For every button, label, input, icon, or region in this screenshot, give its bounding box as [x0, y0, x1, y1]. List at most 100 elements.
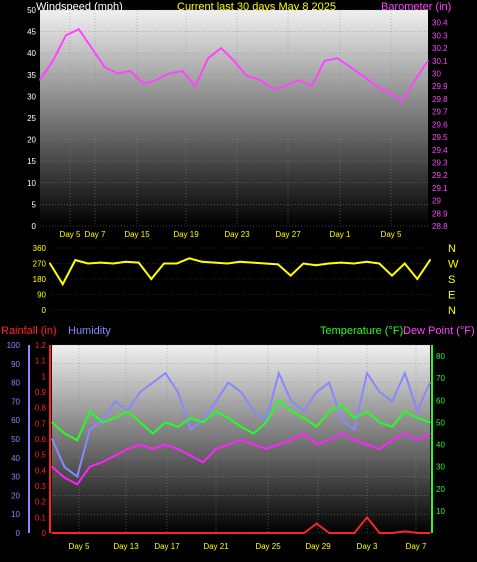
dew-point-f-point	[278, 443, 280, 446]
barometer-y-tick: 30.4	[432, 19, 448, 28]
dew-point-f-point	[303, 432, 305, 435]
compass-label: N	[448, 305, 456, 317]
climate-x-tick: Day 5	[69, 542, 90, 551]
humidity-label: Humidity	[68, 325, 111, 337]
dew-point-f-point	[51, 465, 53, 468]
barometer-point	[349, 66, 352, 68]
barometer-y-tick: 28.8	[432, 222, 448, 231]
humidity-point	[76, 475, 78, 478]
direction-point	[327, 262, 330, 265]
barometer-point	[414, 79, 416, 81]
temperature-f-point	[139, 421, 141, 424]
dew-point-f-point	[429, 432, 431, 435]
humidity-point	[63, 466, 66, 469]
dew-point-f-point	[366, 443, 368, 446]
wind-y-tick: 5	[32, 200, 37, 209]
direction-point	[264, 262, 267, 265]
wind-x-tick: Day 5	[60, 230, 81, 239]
direction-series	[49, 257, 431, 287]
humidity-point	[114, 400, 116, 403]
direction-point	[416, 278, 419, 280]
wind-y-tick: 50	[27, 6, 36, 15]
barometer-point	[39, 79, 41, 81]
direction-point	[213, 261, 216, 264]
rainfall-in-point	[76, 532, 78, 534]
humidity-point	[227, 381, 230, 384]
barometer-point	[272, 87, 274, 90]
barometer-point	[336, 57, 339, 60]
humidity-point	[290, 400, 293, 403]
humidity-point	[278, 372, 280, 375]
rainfall-in-point	[177, 532, 179, 534]
dew-point-f-point	[189, 454, 192, 457]
temperature-y-tick: 10	[436, 507, 445, 516]
dew-point-f-point	[416, 439, 419, 441]
barometer-point	[284, 85, 287, 88]
dew-point-f-point	[240, 439, 242, 441]
barometer-y-tick: 29.2	[432, 171, 448, 180]
rainfall-y-tick: 0.6	[35, 435, 47, 444]
rainfall-in-point	[227, 532, 230, 534]
direction-y-tick: 90	[37, 291, 46, 300]
rainfall-in-point	[366, 516, 368, 519]
humidity-point	[353, 428, 356, 431]
temperature-y-tick: 50	[436, 418, 445, 427]
temperature-f-point	[89, 410, 91, 413]
rainfall-in-point	[101, 532, 104, 534]
temperature-f-point	[227, 417, 230, 419]
humidity-point	[101, 419, 104, 422]
direction-point	[403, 262, 406, 265]
temperature-f-point	[278, 399, 280, 402]
direction-y-tick: 270	[33, 260, 47, 269]
barometer-y-tick: 29.6	[432, 120, 448, 129]
barometer-point	[375, 85, 378, 88]
rainfall-in-point	[341, 532, 343, 534]
barometer-y-tick: 29.8	[432, 95, 448, 104]
compass-label: N	[448, 243, 456, 255]
barometer-point	[259, 79, 261, 81]
chart-title: Current last 30 days May 8 2025	[177, 1, 336, 13]
temperature-f-point	[177, 426, 179, 428]
direction-point	[188, 257, 191, 260]
direction-point	[74, 259, 77, 262]
rainfall-in-point	[189, 532, 192, 534]
direction-point	[277, 263, 279, 266]
humidity-y-tick: 40	[11, 454, 20, 463]
wind-y-tick: 35	[27, 71, 36, 80]
humidity-point	[51, 438, 53, 440]
humidity-point	[341, 419, 343, 422]
humidity-y-tick: 60	[11, 416, 20, 425]
temperature-f-point	[215, 410, 217, 413]
climate-x-tick: Day 21	[203, 542, 229, 551]
barometer-point	[220, 47, 222, 49]
humidity-y-tick: 20	[11, 491, 20, 500]
direction-point	[289, 274, 292, 277]
dew-point-f-point	[89, 465, 91, 468]
barometer-point	[52, 60, 54, 62]
direction-point	[175, 262, 178, 265]
barometer-y-tick: 30	[432, 70, 441, 79]
barometer-point	[103, 66, 106, 68]
wind-y-axis: 0 5 10 15 20 25 30 35 40 45 50	[27, 6, 36, 231]
rainfall-in-point	[278, 532, 280, 534]
temperature-f-point	[51, 421, 53, 424]
dew-point-f-point	[315, 443, 318, 446]
windspeed-label: Windspeed (mph)	[36, 1, 123, 13]
direction-point	[391, 274, 393, 277]
temperature-f-point	[76, 439, 78, 441]
direction-y-axis: 0 90 180 270 360	[33, 244, 47, 315]
wind-y-tick: 0	[32, 222, 37, 231]
temperature-f-point	[391, 426, 394, 428]
rainfall-in-point	[63, 532, 66, 534]
temperature-f-point	[152, 432, 154, 435]
rainfall-y-tick: 1	[42, 372, 47, 381]
dew-point-f-point	[227, 443, 230, 446]
dew-point-f-point	[353, 439, 356, 441]
wind-y-tick: 25	[27, 114, 36, 123]
barometer-y-tick: 30.2	[432, 44, 448, 53]
barometer-point	[168, 72, 171, 75]
humidity-point	[303, 410, 305, 412]
humidity-point	[240, 391, 242, 393]
